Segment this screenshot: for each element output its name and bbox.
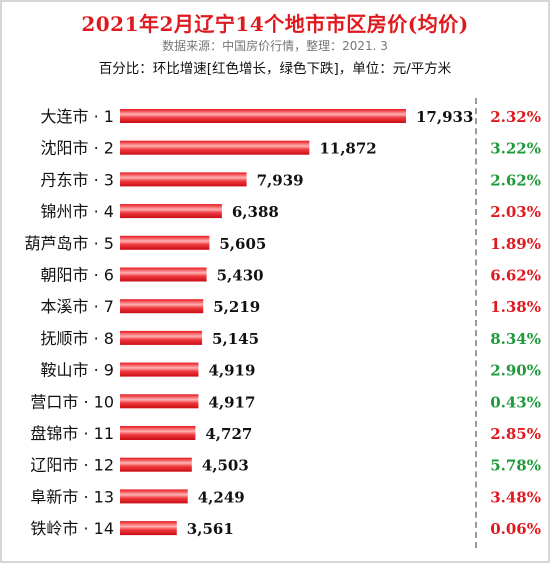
chart-note: 百分比：环比增速[红色增长，绿色下跌]，单位：元/平方米 — [98, 61, 452, 77]
bar — [120, 235, 210, 250]
bar — [120, 140, 310, 155]
pct-change-label: 0.43% — [490, 393, 541, 411]
chart-title: 2021年2月辽宁14个地市市区房价(均价) — [81, 12, 469, 36]
category-label: 辽阳市 · 12 — [30, 456, 114, 475]
pct-change-label: 2.62% — [490, 171, 541, 189]
value-label: 5,219 — [213, 298, 260, 316]
bar — [120, 457, 192, 472]
category-label: 营口市 · 10 — [30, 392, 114, 411]
pct-change-label: 6.62% — [490, 267, 541, 285]
category-label: 抚顺市 · 8 — [41, 329, 114, 348]
bar — [120, 489, 188, 504]
category-label: 大连市 · 1 — [41, 107, 114, 126]
category-label: 阜新市 · 13 — [30, 487, 114, 506]
pct-divider — [475, 98, 477, 548]
value-label: 6,388 — [232, 203, 279, 221]
value-label: 7,939 — [257, 171, 304, 189]
category-label: 本溪市 · 7 — [41, 297, 114, 316]
pct-change-label: 2.90% — [490, 362, 541, 380]
value-label: 4,917 — [208, 393, 255, 411]
bar — [120, 330, 203, 345]
pct-change-label: 0.06% — [490, 520, 541, 538]
category-label: 丹东市 · 3 — [41, 170, 114, 189]
bar — [120, 394, 199, 409]
value-label: 4,919 — [208, 362, 255, 380]
bar — [120, 109, 406, 123]
bar — [120, 299, 204, 314]
pct-change-label: 2.03% — [490, 203, 541, 221]
pct-change-label: 3.48% — [490, 488, 541, 506]
pct-change-label: 2.85% — [490, 425, 541, 443]
bar — [120, 172, 247, 187]
pct-change-label: 2.32% — [490, 108, 541, 126]
pct-change-label: 8.34% — [490, 330, 541, 348]
bar — [120, 204, 222, 219]
pct-change-label: 5.78% — [490, 457, 541, 475]
category-label: 铁岭市 · 14 — [30, 519, 114, 538]
bar — [120, 521, 177, 536]
category-label: 沈阳市 · 2 — [41, 139, 114, 158]
value-label: 4,249 — [198, 488, 245, 506]
category-label: 鞍山市 · 9 — [41, 361, 114, 380]
pct-change-label: 1.38% — [490, 298, 541, 316]
value-label: 4,503 — [202, 457, 249, 475]
category-label: 葫芦岛市 · 5 — [25, 234, 114, 253]
bar — [120, 267, 207, 282]
pct-change-label: 3.22% — [490, 140, 541, 158]
value-label: 5,605 — [219, 235, 266, 253]
value-label: 5,430 — [217, 267, 264, 285]
value-label: 17,933 — [416, 108, 473, 126]
value-label: 5,145 — [212, 330, 259, 348]
value-label: 4,727 — [205, 425, 252, 443]
category-label: 朝阳市 · 6 — [41, 266, 114, 285]
category-label: 盘锦市 · 11 — [30, 424, 114, 443]
bar — [120, 362, 199, 377]
value-label: 3,561 — [187, 520, 234, 538]
value-label: 11,872 — [319, 140, 376, 158]
bars-group: 大连市 · 1 17,933 2.32% 沈阳市 · 2 11,872 3.22% 丹东市 … — [25, 107, 541, 538]
data-source: 数据来源：中国房价行情，整理：2021. 3 — [162, 39, 388, 53]
pct-change-label: 1.89% — [490, 235, 541, 253]
bar — [120, 426, 196, 440]
category-label: 锦州市 · 4 — [41, 202, 114, 221]
